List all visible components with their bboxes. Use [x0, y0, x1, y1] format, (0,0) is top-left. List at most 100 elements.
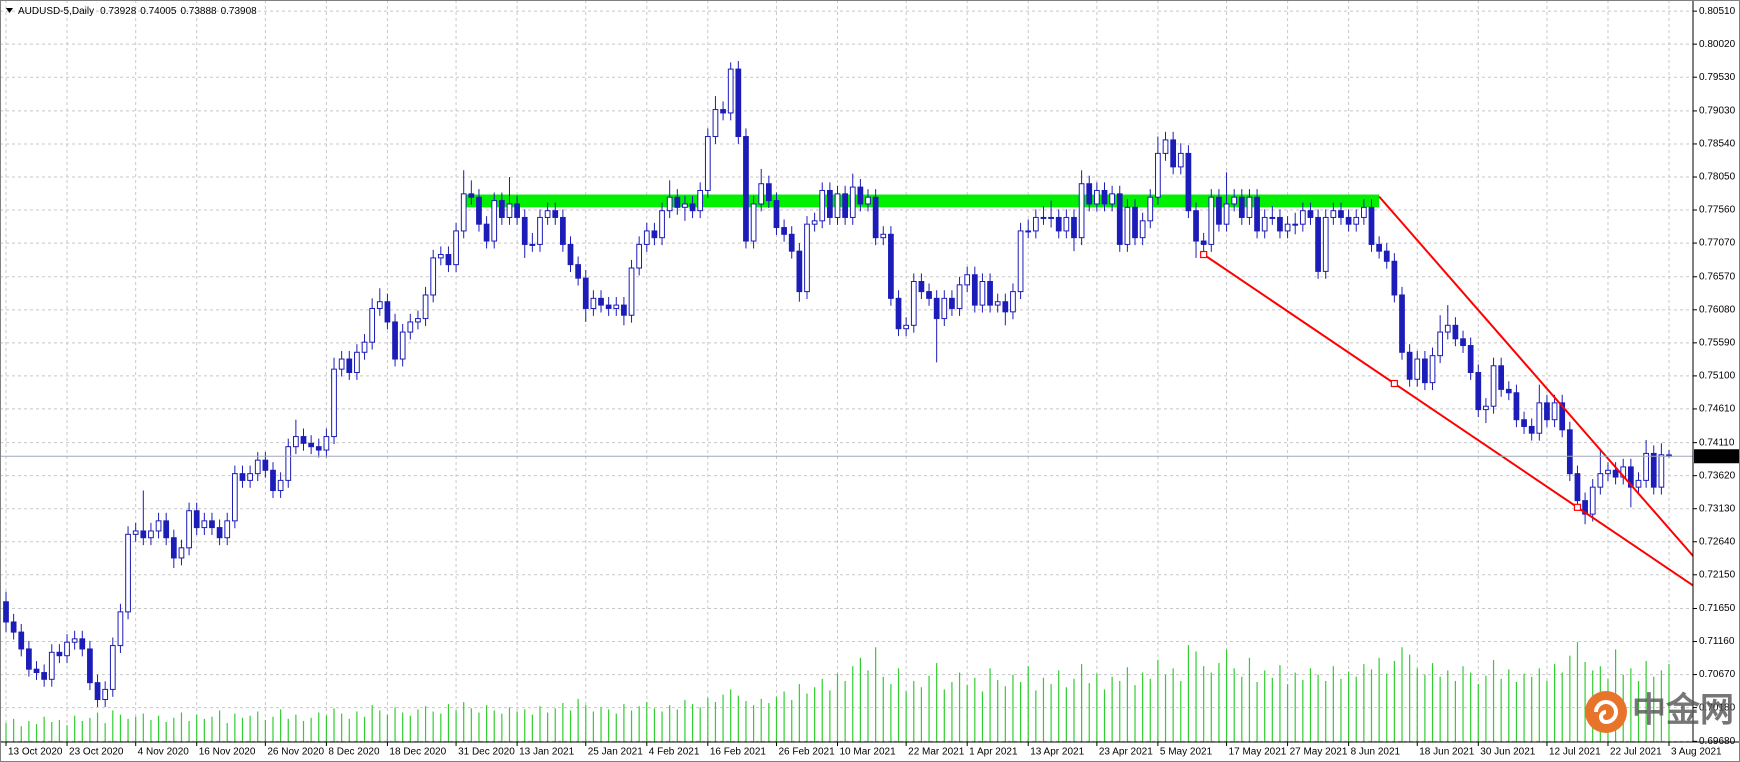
candle-body-up	[323, 436, 330, 451]
candle-body-down	[1002, 301, 1009, 313]
candle-body-down	[788, 233, 795, 252]
candle-body-down	[987, 280, 993, 306]
candle-body-down	[529, 243, 536, 246]
candle-body-down	[1307, 210, 1314, 218]
candle-body-down	[1452, 324, 1459, 340]
candle-body-down	[1101, 189, 1108, 205]
candle-body-down	[87, 648, 93, 684]
candle-body-up	[811, 220, 818, 225]
candle-body-down	[895, 297, 902, 330]
candle-body-down	[392, 321, 398, 360]
candle-body-down	[163, 520, 170, 539]
candle-body-down	[933, 297, 940, 320]
candle-body-down	[1185, 152, 1192, 212]
candle-body-up	[537, 216, 543, 245]
candle-body-up	[1231, 196, 1238, 205]
candle-body-up	[865, 196, 871, 205]
trend-anchor	[1573, 503, 1582, 511]
candle-body-down	[270, 469, 276, 492]
candle-body-down	[56, 651, 63, 657]
y-tick-label: 0.77560	[1699, 205, 1736, 216]
x-tick-label: 4 Nov 2020	[138, 747, 190, 758]
candle-body-up	[64, 641, 70, 657]
candle-body-down	[1460, 338, 1466, 347]
trend-anchor	[1390, 379, 1398, 388]
y-tick-label: 0.80510	[1699, 6, 1736, 17]
x-tick-label: 10 Mar 2021	[840, 747, 897, 758]
header-open: 0.73928	[100, 6, 137, 17]
candle-body-up	[1597, 473, 1604, 488]
candle-body-up	[804, 223, 810, 293]
candle-body-up	[331, 368, 337, 438]
chart-header: AUDUSD-5,Daily 0.73928 0.74005 0.73888 0.739…	[18, 6, 257, 17]
x-tick-label: 16 Nov 2020	[199, 747, 256, 758]
candle-body-down	[1200, 240, 1207, 245]
candle-body-up	[1124, 206, 1131, 245]
candle-body-up	[643, 230, 650, 245]
symbol-menu-icon[interactable]	[6, 8, 13, 13]
candle-body-down	[674, 196, 681, 208]
candle-body-down	[1216, 196, 1222, 225]
candle-body-up	[117, 611, 124, 647]
candle-body-up	[376, 301, 383, 309]
candle-body-down	[1391, 260, 1398, 296]
x-tick-label: 8 Jun 2021	[1351, 747, 1401, 758]
candle-body-down	[1566, 429, 1573, 475]
candle-body-up	[880, 233, 887, 239]
y-tick-label: 0.72640	[1699, 536, 1736, 547]
candle-body-down	[1528, 425, 1535, 434]
candle-body-up	[1536, 402, 1543, 434]
y-tick-label: 0.70670	[1699, 669, 1736, 680]
candle-body-up	[415, 318, 421, 323]
candle-body-down	[743, 136, 749, 242]
candle-body-down	[1376, 243, 1382, 252]
candle-body-up	[1017, 230, 1024, 293]
y-tick-label: 0.73130	[1699, 503, 1736, 514]
candle-body-up	[361, 341, 368, 353]
candle-body-up	[1063, 216, 1070, 232]
candle-body-down	[651, 230, 658, 239]
x-tick-label: 13 Apr 2021	[1030, 747, 1084, 758]
candle-body-up	[437, 254, 444, 259]
candle-body-up	[758, 183, 765, 205]
candle-body-up	[1246, 196, 1253, 218]
candle-body-down	[918, 280, 925, 293]
candle-body-up	[132, 530, 139, 535]
candle-body-down	[300, 436, 307, 444]
watermark: 中金网	[1585, 691, 1734, 733]
candle-body-down	[1292, 223, 1299, 226]
candle-body-up	[628, 267, 635, 316]
candle-body-up	[636, 243, 643, 269]
candle-body-down	[872, 196, 879, 239]
candle-body-up	[994, 301, 1001, 306]
y-tick-label: 0.71160	[1699, 636, 1735, 647]
candle-body-down	[521, 216, 528, 245]
candle-body-up	[422, 294, 429, 320]
candle-body-down	[140, 530, 147, 539]
header-high: 0.74005	[140, 6, 177, 17]
candle-body-up	[697, 189, 704, 212]
candle-body-up	[712, 109, 719, 138]
candle-body-down	[605, 304, 612, 309]
candle-body-up	[1032, 216, 1039, 232]
candle-body-down	[216, 527, 223, 539]
candle-body-down	[1025, 230, 1032, 233]
candle-body-down	[888, 233, 894, 299]
candle-body-up	[682, 203, 688, 208]
candle-body-up	[910, 280, 917, 326]
candle-body-down	[1116, 193, 1123, 245]
candle-body-down	[26, 648, 32, 670]
y-tick-label: 0.76570	[1699, 271, 1736, 282]
x-tick-label: 16 Feb 2021	[710, 747, 767, 758]
candle-body-down	[1399, 294, 1405, 353]
x-tick-label: 23 Apr 2021	[1099, 747, 1153, 758]
candle-body-down	[1612, 469, 1619, 478]
candle-body-down	[468, 193, 475, 198]
candle-body-up	[1284, 223, 1291, 232]
y-tick-label: 0.75100	[1699, 371, 1736, 382]
candle-body-down	[560, 216, 566, 245]
candle-body-down	[41, 672, 48, 680]
candle-body-down	[1238, 196, 1245, 218]
candle-body-up	[1605, 469, 1611, 475]
candle-body-up	[109, 645, 116, 690]
